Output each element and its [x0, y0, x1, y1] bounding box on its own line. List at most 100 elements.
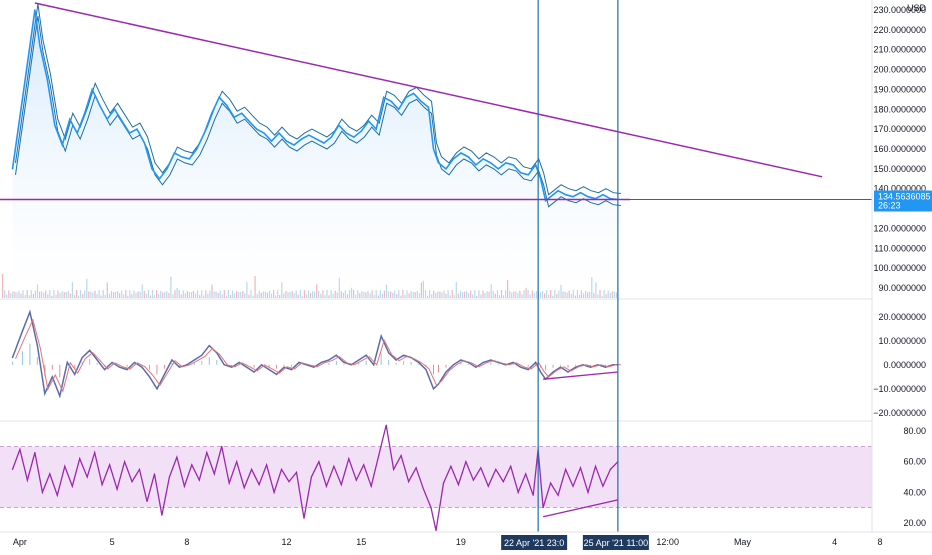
price-point[interactable] [490, 162, 492, 164]
price-point[interactable] [11, 168, 14, 170]
rsi-point[interactable] [393, 468, 395, 470]
price-point[interactable] [285, 140, 288, 142]
rsi-point[interactable] [457, 484, 459, 486]
oscillator-point[interactable] [59, 395, 61, 397]
oscillator-point[interactable] [21, 330, 23, 332]
price-point[interactable] [413, 92, 415, 94]
oscillator-point[interactable] [505, 364, 507, 366]
rsi-point[interactable] [415, 467, 417, 469]
price-point[interactable] [432, 148, 435, 150]
rsi-point[interactable] [266, 464, 268, 466]
rsi-point[interactable] [355, 479, 357, 481]
price-point[interactable] [375, 128, 377, 130]
price-point[interactable] [278, 132, 280, 134]
rsi-point[interactable] [34, 452, 36, 454]
oscillator-point[interactable] [467, 361, 469, 363]
price-point[interactable] [475, 164, 477, 166]
price-point[interactable] [99, 104, 101, 106]
rsi-point[interactable] [183, 485, 185, 487]
price-point[interactable] [572, 196, 574, 198]
rsi-point[interactable] [348, 458, 350, 460]
price-point[interactable] [420, 100, 422, 102]
rsi-point[interactable] [435, 529, 437, 532]
oscillator-point[interactable] [51, 376, 53, 378]
oscillator-point[interactable] [216, 352, 218, 354]
price-point[interactable] [427, 106, 430, 108]
oscillator-point[interactable] [497, 361, 499, 363]
rsi-point[interactable] [378, 455, 380, 457]
oscillator-point[interactable] [74, 373, 76, 375]
rsi-point[interactable] [450, 465, 452, 467]
price-point[interactable] [211, 112, 213, 114]
oscillator-point[interactable] [208, 345, 210, 347]
price-point[interactable] [61, 144, 63, 146]
oscillator-point[interactable] [452, 364, 454, 366]
current-price-badge[interactable] [874, 190, 932, 212]
rsi-point[interactable] [64, 465, 66, 467]
rsi-point[interactable] [71, 485, 73, 487]
oscillator-point[interactable] [238, 361, 240, 363]
rsi-point[interactable] [310, 476, 312, 478]
rsi-point[interactable] [295, 471, 298, 473]
oscillator-point[interactable] [560, 366, 562, 368]
price-point[interactable] [390, 100, 392, 102]
price-point[interactable] [535, 164, 537, 166]
time-axis[interactable]: Apr 5 8 12 15 19 12:00 May 4 8 22 Apr '21 23:0 25 A… [0, 531, 932, 550]
oscillator-point[interactable] [365, 354, 367, 356]
oscillator-point[interactable] [350, 364, 352, 366]
price-point[interactable] [545, 200, 547, 202]
rsi-point[interactable] [138, 468, 141, 470]
oscillator-point[interactable] [223, 364, 225, 366]
price-point[interactable] [181, 156, 183, 158]
rsi-point[interactable] [333, 465, 335, 467]
rsi-point[interactable] [363, 464, 365, 466]
oscillator-point[interactable] [589, 366, 592, 368]
rsi-point[interactable] [236, 461, 238, 463]
rsi-point[interactable] [153, 473, 156, 475]
oscillator-point[interactable] [343, 361, 345, 363]
rsi-point[interactable] [370, 485, 372, 487]
oscillator-point[interactable] [418, 361, 420, 363]
price-point[interactable] [383, 96, 385, 98]
oscillator-point[interactable] [552, 371, 554, 373]
price-point[interactable] [330, 136, 332, 138]
price-point[interactable] [300, 138, 303, 140]
oscillator-point[interactable] [437, 383, 440, 385]
rsi-point[interactable] [198, 479, 200, 481]
rsi-point[interactable] [161, 514, 163, 516]
rsi-point[interactable] [325, 485, 327, 487]
rsi-point[interactable] [288, 481, 290, 483]
oscillator-point[interactable] [604, 366, 607, 368]
oscillator-point[interactable] [520, 366, 522, 368]
price-point[interactable] [452, 158, 454, 160]
price-point[interactable] [54, 124, 56, 126]
oscillator-point[interactable] [425, 369, 427, 371]
oscillator-point[interactable] [482, 361, 484, 363]
oscillator-point[interactable] [535, 361, 537, 363]
price-point[interactable] [271, 140, 273, 142]
rsi-point[interactable] [408, 481, 410, 483]
price-point[interactable] [106, 118, 108, 120]
oscillator-point[interactable] [268, 369, 270, 371]
price-point[interactable] [76, 132, 78, 134]
rsi-point[interactable] [525, 473, 527, 475]
price-point[interactable] [353, 136, 355, 138]
oscillator-point[interactable] [582, 364, 584, 366]
rsi-point[interactable] [602, 485, 604, 487]
price-point[interactable] [460, 152, 462, 154]
price-axis[interactable]: 230.0000000 220.0000000 210.0000000 200.000… [871, 0, 932, 532]
price-point[interactable] [512, 164, 514, 166]
price-point[interactable] [21, 98, 23, 100]
oscillator-point[interactable] [540, 371, 542, 373]
oscillator-point[interactable] [328, 359, 330, 361]
rsi-point[interactable] [243, 487, 245, 489]
price-point[interactable] [263, 132, 265, 134]
oscillator-point[interactable] [335, 354, 337, 356]
price-point[interactable] [360, 130, 362, 132]
price-point[interactable] [158, 178, 161, 180]
price-point[interactable] [527, 174, 529, 176]
rsi-point[interactable] [228, 482, 230, 484]
price-point[interactable] [188, 158, 190, 160]
price-point[interactable] [203, 132, 205, 134]
price-point[interactable] [437, 162, 440, 164]
